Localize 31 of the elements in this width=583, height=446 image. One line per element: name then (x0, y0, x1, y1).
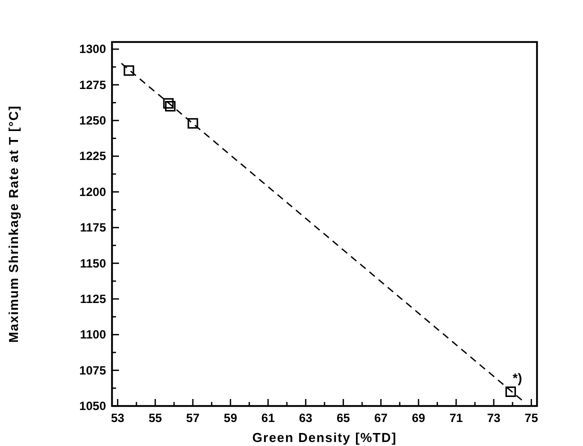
y-tick-label: 1050 (79, 399, 106, 413)
point (505, 386, 516, 397)
point (188, 118, 198, 129)
x-tick-label: 67 (374, 411, 388, 425)
y-tick-label: 1100 (80, 328, 106, 342)
y-tick-label: 1150 (80, 256, 106, 270)
x-tick-label: 59 (224, 411, 238, 425)
x-tick-label: 57 (186, 411, 200, 425)
y-tick-label: 1275 (79, 78, 106, 92)
y-tick-label: 1200 (79, 184, 106, 199)
x-tick-label: 61 (261, 411, 276, 425)
y-axis-title: Maximum Shrinkage Rate at T [°C] (6, 105, 21, 343)
y-tick-label: 1225 (79, 149, 106, 164)
y-tick-label: 1175 (80, 220, 106, 235)
y-tick-label: 1125 (80, 292, 106, 306)
point (163, 98, 174, 109)
y-tick-label: 1250 (79, 114, 106, 128)
point (165, 100, 176, 112)
y-tick-label: 1075 (79, 363, 106, 378)
annotation: *) (512, 370, 522, 386)
x-tick-label: 53 (110, 411, 125, 425)
point (124, 65, 134, 76)
x-tick-label: 73 (487, 411, 501, 425)
x-tick-label: 75 (524, 411, 538, 425)
y-tick-label: 1300 (79, 42, 106, 56)
x-tick-label: 65 (336, 411, 350, 425)
x-tick-label: 69 (412, 411, 426, 425)
x-tick-label: 63 (299, 411, 313, 425)
x-tick-label: 71 (449, 411, 464, 425)
x-axis-title: Green Density [%TD] (252, 430, 397, 445)
x-tick-label: 55 (148, 411, 162, 425)
